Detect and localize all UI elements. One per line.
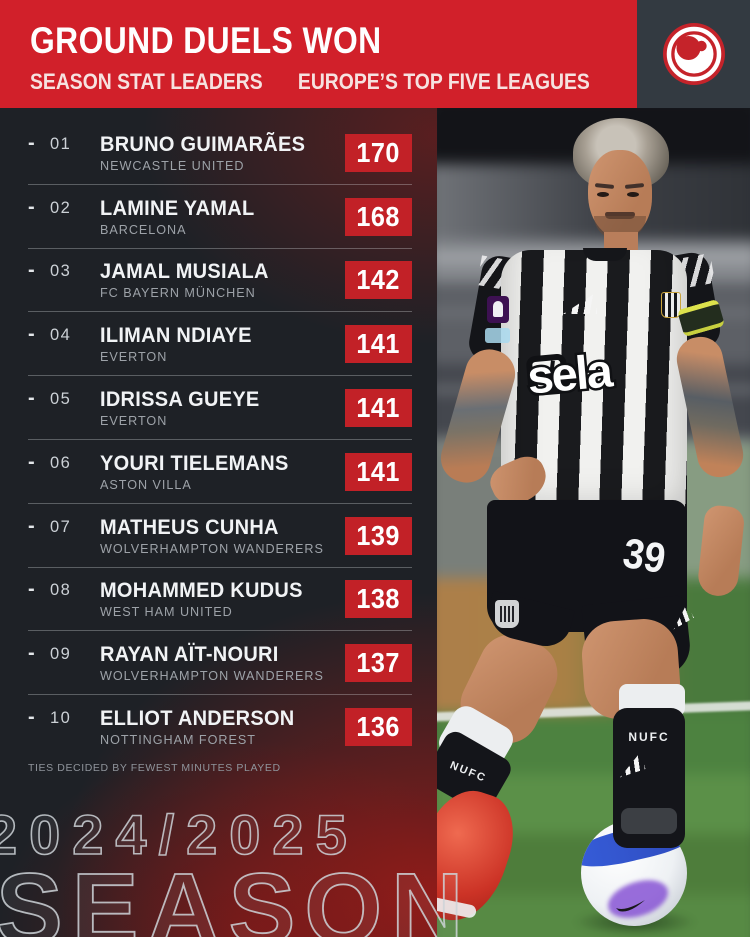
sponsor-text: sela [523,340,616,405]
stat-value-badge: 138 [345,580,412,619]
stat-value: 141 [356,455,401,487]
player-name: ILIMAN NDIAYE [100,323,252,348]
player-club: WEST HAM UNITED [100,604,233,620]
stat-value: 138 [356,583,401,615]
rank-change-marker: - [28,387,35,410]
stat-value-badge: 141 [345,325,412,364]
player-name: RAYAN AÏT-NOURI [100,642,279,667]
header-banner: GROUND DUELS WON SEASON STAT LEADERS EUR… [0,0,637,108]
stat-value-badge: 168 [345,197,412,236]
premier-league-badge-icon [487,296,509,323]
stat-value: 141 [356,392,401,424]
rank-change-marker: - [28,578,35,601]
nufc-sock: NUFC [613,708,685,848]
player-name: BRUNO GUIMARÃES [100,131,306,156]
stat-value-badge: 137 [345,644,412,683]
subtitle-left: SEASON STAT LEADERS [30,69,263,94]
player-club: NEWCASTLE UNITED [100,157,245,173]
player-club: WOLVERHAMPTON WANDERERS [100,540,324,556]
stat-value-badge: 142 [345,261,412,300]
rank-change-marker: - [28,450,35,473]
table-row: - 10 ELLIOT ANDERSON NOTTINGHAM FOREST 1… [0,695,437,759]
stat-value-badge: 139 [345,516,412,555]
opta-swirl-logo-icon [662,23,725,85]
table-row: - 04 ILIMAN NDIAYE EVERTON 141 [0,312,437,376]
stat-value: 136 [356,711,401,743]
rank-number: 03 [50,262,72,281]
subtitle-right: EUROPE’S TOP FIVE LEAGUES [297,69,590,94]
rank-number: 05 [50,390,72,409]
table-row: - 01 BRUNO GUIMARÃES NEWCASTLE UNITED 17… [0,121,437,185]
rank-change-marker: - [28,259,35,282]
page-title: GROUND DUELS WON [30,20,382,61]
player-photo: sela 39 NUFC NUFC [437,108,750,937]
player-club: FC BAYERN MÜNCHEN [100,285,256,301]
brand-logo-block [637,0,750,108]
stat-value: 141 [356,328,401,360]
rank-number: 07 [50,517,72,536]
rank-change-marker: - [28,706,35,729]
table-row: - 09 RAYAN AÏT-NOURI WOLVERHAMPTON WANDE… [0,631,437,695]
rank-number: 08 [50,581,72,600]
sleeve-patch [485,328,510,343]
stat-value-badge: 141 [345,452,412,491]
season-word-outline: SEASON [0,852,473,937]
player-club: EVERTON [100,349,168,365]
rank-change-marker: - [28,195,35,218]
subtitle: SEASON STAT LEADERS EUROPE’S TOP FIVE LE… [30,69,590,95]
season-year-outline: 2024/2025 [0,802,359,867]
rank-number: 10 [50,709,72,728]
rank-number: 06 [50,453,72,472]
stat-value-badge: 136 [345,708,412,747]
footnote: TIES DECIDED BY FEWEST MINUTES PLAYED [28,762,281,774]
club-crest-icon [661,292,681,318]
player-club: NOTTINGHAM FOREST [100,732,256,748]
player-club: WOLVERHAMPTON WANDERERS [100,668,324,684]
stat-value-badge: 141 [345,389,412,428]
player-club: BARCELONA [100,221,187,237]
player-name: JAMAL MUSIALA [100,259,269,284]
rank-number: 09 [50,645,72,664]
rank-number: 04 [50,326,72,345]
table-row: - 02 LAMINE YAMAL BARCELONA 168 [0,185,437,249]
table-row: - 07 MATHEUS CUNHA WOLVERHAMPTON WANDERE… [0,504,437,568]
player-name: ELLIOT ANDERSON [100,706,295,731]
rank-change-marker: - [28,323,35,346]
rank-change-marker: - [28,131,35,154]
shorts-number: 39 [619,529,669,583]
player-name: MOHAMMED KUDUS [100,578,303,603]
table-row: - 03 JAMAL MUSIALA FC BAYERN MÜNCHEN 142 [0,249,437,313]
table-row: - 06 YOURI TIELEMANS ASTON VILLA 141 [0,440,437,504]
player-name: MATHEUS CUNHA [100,514,279,539]
player-club: EVERTON [100,413,168,429]
club-crest-icon [495,600,519,628]
player-name: IDRISSA GUEYE [100,387,260,412]
stat-value: 137 [356,647,401,679]
leaderboard: - 01 BRUNO GUIMARÃES NEWCASTLE UNITED 17… [0,121,437,759]
player-name: YOURI TIELEMANS [100,450,289,475]
table-row: - 08 MOHAMMED KUDUS WEST HAM UNITED 138 [0,568,437,632]
table-row: - 05 IDRISSA GUEYE EVERTON 141 [0,376,437,440]
rank-number: 01 [50,134,72,153]
rank-number: 02 [50,198,72,217]
rank-change-marker: - [28,642,35,665]
rank-change-marker: - [28,514,35,537]
stat-value-badge: 170 [345,133,412,172]
stat-value: 170 [356,136,401,168]
nike-swoosh-icon [616,900,645,912]
stat-value: 168 [356,200,401,232]
stat-value: 139 [356,519,401,551]
player-name: LAMINE YAMAL [100,195,255,220]
player-figure: sela 39 NUFC NUFC [437,108,750,937]
player-club: ASTON VILLA [100,476,192,492]
stat-value: 142 [356,264,401,296]
adidas-logo-icon [614,752,645,777]
